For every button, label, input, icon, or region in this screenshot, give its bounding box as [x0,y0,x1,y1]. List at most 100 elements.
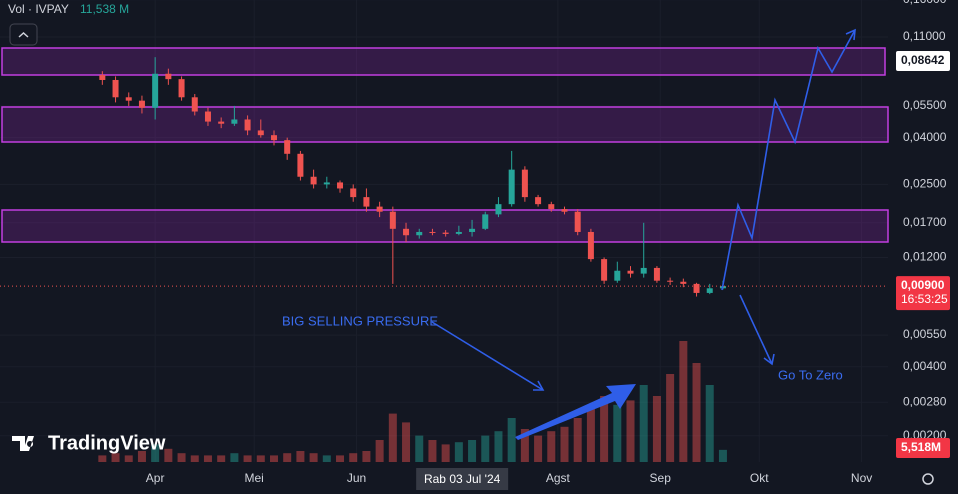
volume-bar [322,455,331,462]
volume-bar [388,413,397,462]
y-tick-label: 0,01200 [903,250,947,264]
volume-bar [454,442,463,462]
y-tick-label: 0,00400 [903,359,947,373]
candle-body [297,153,304,177]
candle-body [429,231,436,233]
volume-bar [494,431,503,462]
candles [99,57,726,297]
candle-body [548,204,555,210]
candle-body [231,119,238,124]
volume-bar [203,455,212,462]
volume-bar [692,363,701,462]
volume-bar [507,418,516,462]
volume-bar [375,440,384,462]
candle-body [403,228,410,236]
volume-bar [428,440,437,462]
countdown: 16:53:25 [901,292,948,306]
volume-bar [560,426,569,462]
last-price-label: 0,00900 [901,278,945,292]
collapse-icon [18,31,29,38]
volume-bar [296,451,305,462]
last-price-box [896,276,950,311]
candle-body [178,79,185,98]
volume-bar [349,453,358,462]
arrow [739,294,773,365]
crosshair-label-box [416,468,509,490]
candle-body [389,211,396,229]
candle-body [323,182,330,185]
volume-bar [520,429,529,462]
candle-body [508,169,515,205]
candle-body [350,188,357,198]
candle-body [310,176,317,185]
last-volume-label: 5,518M [901,440,941,454]
last-volume-box [896,438,950,458]
candle-body [535,197,542,205]
candle-body [627,270,634,274]
x-tick-label: Jun [347,471,366,485]
volume-arrow [515,384,636,440]
projection-line [721,29,856,291]
price-marker-label: 0,08642 [901,53,945,67]
candle-body [667,280,674,282]
arrow [431,321,544,391]
candle-body [284,140,291,154]
volume-title: Vol · IVPAY [8,2,69,16]
candle-body [482,214,489,229]
arrow-head [763,353,775,366]
candle-body [640,267,647,274]
volume-bar [600,396,609,462]
y-tick-label: 0,00550 [903,327,947,341]
candle-body [138,100,145,108]
candle-body [495,204,502,215]
y-tick-label: 0,04000 [903,130,947,144]
volume-bar [256,455,265,462]
volume-bar [573,418,582,462]
candle-body [152,73,159,108]
candle-body [587,231,594,260]
candle-body [521,169,528,198]
volume-bar [111,453,120,462]
price-zone [1,209,889,243]
volume-bar [164,448,173,462]
candle-body [125,97,132,101]
logo-mark [12,436,34,451]
volume-pane [98,341,727,462]
candle-body [270,135,277,141]
candle-body [376,206,383,212]
y-tick-label: 0,16000 [903,0,947,6]
candle-body [574,211,581,232]
volume-bar [309,453,318,462]
candle-body [693,283,700,293]
volume-bar [283,453,292,462]
volume-bar [151,444,160,462]
volume-bar [336,455,345,462]
volume-bar [481,435,490,462]
volume-bar [586,407,595,462]
price-marker-box [896,50,950,71]
candle-body [99,75,106,80]
volume-bar [679,341,688,462]
candle-body [706,288,713,293]
x-tick-label: Sep [650,471,672,485]
volume-bar [243,455,252,462]
y-tick-label: 0,02500 [903,177,947,191]
volume-bar [705,385,714,462]
settings-icon[interactable] [922,473,934,485]
volume-bar [177,453,186,462]
volume-bar [402,422,411,462]
candle-body [218,121,225,124]
volume-bar [718,449,727,462]
price-zone [1,106,889,143]
volume-bar [124,455,133,462]
y-tick-label: 0,05500 [903,98,947,112]
volume-bar [137,451,146,462]
collapse-button[interactable] [9,23,38,46]
logo: TradingView [12,432,166,454]
volume-bar [217,455,226,462]
candle-body [561,209,568,212]
drawings: BIG SELLING PRESSURE Go To Zero [282,28,856,440]
